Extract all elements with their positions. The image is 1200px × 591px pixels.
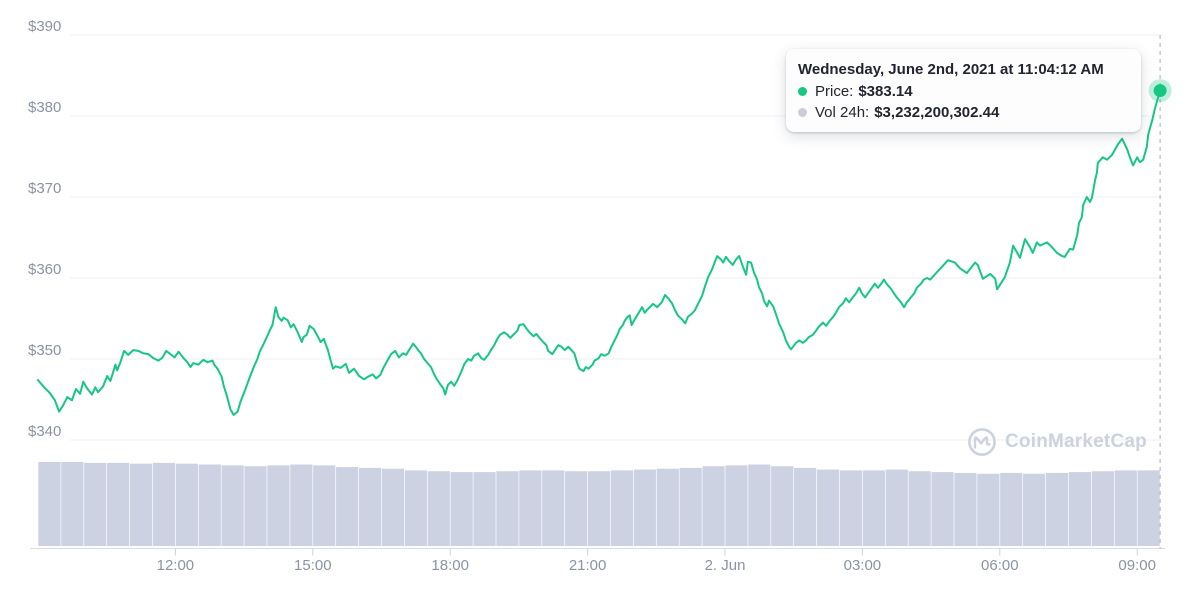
volume-bar (633, 469, 656, 546)
volume-bar (816, 469, 840, 546)
volume-bar (725, 465, 748, 546)
volume-bar (656, 468, 679, 546)
tooltip-volume-row: Vol 24h: $3,232,200,302.44 (798, 103, 1127, 122)
y-axis-label: $340 (28, 423, 62, 440)
volume-bar (198, 464, 221, 546)
volume-bar (794, 467, 817, 546)
volume-bar (519, 470, 542, 546)
y-axis-label: $380 (28, 99, 62, 116)
price-value: $383.14 (858, 83, 913, 100)
y-axis-label: $370 (28, 180, 62, 197)
volume-bar (336, 467, 359, 546)
volume-bar (610, 470, 634, 546)
volume-bar (107, 462, 130, 546)
volume-bar (565, 471, 588, 546)
volume-bar (427, 471, 450, 546)
volume-bar (496, 471, 519, 546)
volume-bar (1137, 470, 1160, 546)
volume-bar (473, 472, 496, 546)
y-axis-label: $360 (28, 261, 62, 278)
volume-bar (358, 467, 382, 546)
y-axis-label: $350 (28, 342, 62, 359)
tooltip-timestamp: Wednesday, June 2nd, 2021 at 11:04:12 AM (798, 61, 1104, 78)
x-axis-label: 21:00 (568, 557, 607, 574)
x-axis-label: 03:00 (843, 557, 882, 574)
x-axis-label: 12:00 (156, 557, 195, 574)
volume-bar (129, 463, 153, 546)
last-price-dot (1153, 84, 1167, 98)
tooltip-price-row: Price: $383.14 (798, 82, 1127, 101)
x-axis-label: 2. Jun (704, 557, 746, 574)
volume-bar (839, 470, 863, 546)
volume-label: Vol 24h: (815, 104, 870, 121)
volume-bar (1114, 470, 1137, 546)
volume-bar (954, 472, 977, 546)
chart-tooltip: Wednesday, June 2nd, 2021 at 11:04:12 AM… (786, 49, 1141, 132)
volume-bar (1023, 473, 1046, 546)
volume-bar (290, 464, 313, 546)
volume-bar (267, 465, 290, 546)
x-axis-label: 09:00 (1118, 557, 1156, 574)
volume-bar (885, 469, 908, 546)
volume-bar (381, 468, 405, 546)
x-axis-label: 18:00 (431, 557, 469, 574)
price-line (37, 89, 1162, 416)
volume-bar (404, 470, 427, 546)
volume-value: $3,232,200,302.44 (874, 104, 1000, 121)
volume-bar (862, 470, 885, 546)
volume-bar (908, 471, 931, 546)
volume-bar (1068, 472, 1092, 546)
volume-bar (450, 472, 473, 546)
volume-bar (679, 467, 702, 546)
volume-bar (1091, 471, 1114, 546)
volume-bar (1045, 472, 1069, 546)
volume-bar (702, 466, 725, 546)
volume-bar (771, 466, 794, 546)
coinmarketcap-logo-icon (968, 428, 996, 456)
volume-bar (84, 462, 107, 546)
volume-bullet-icon (798, 108, 807, 117)
volume-bar (175, 463, 198, 546)
volume-bar (221, 465, 244, 546)
volume-bar (61, 462, 84, 546)
price-label: Price: (815, 83, 854, 100)
volume-bar (748, 464, 771, 546)
volume-bar (244, 466, 267, 546)
x-axis-label: 06:00 (981, 557, 1019, 574)
volume-bar (931, 472, 954, 546)
watermark-text: CoinMarketCap (1005, 431, 1147, 452)
volume-bar (1000, 472, 1023, 546)
volume-bar (587, 471, 611, 546)
x-axis-label: 15:00 (294, 557, 332, 574)
price-bullet-icon (798, 87, 807, 96)
volume-bar (542, 470, 565, 546)
y-axis-label: $390 (28, 18, 62, 35)
watermark: CoinMarketCap (966, 426, 1147, 458)
volume-bar (38, 462, 61, 546)
volume-bar (152, 462, 176, 546)
volume-bar (313, 465, 336, 546)
volume-bar (977, 473, 1000, 546)
